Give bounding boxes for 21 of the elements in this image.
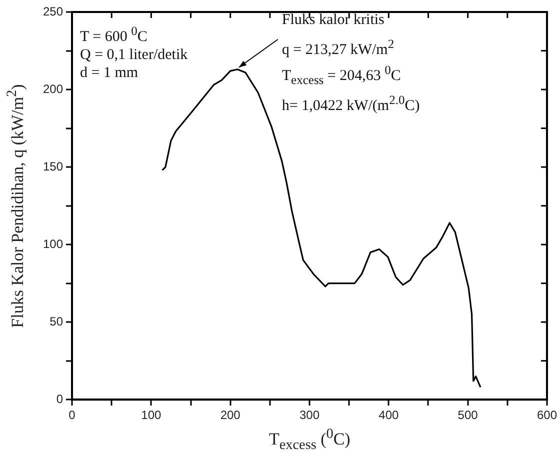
y-tick-label: 200 xyxy=(42,82,64,96)
annotation: Fluks kalor kritis xyxy=(282,11,384,30)
annotation: Q = 0,1 liter/detik xyxy=(80,46,188,64)
annotation: h= 1,0422 kW/(m$^{2.0}$C) xyxy=(282,92,420,116)
x-tick-label: 200 xyxy=(220,408,241,422)
x-tick-label: 400 xyxy=(378,408,399,422)
x-tick-label: 100 xyxy=(141,408,162,422)
annotation: d = 1 mm xyxy=(80,64,138,82)
annotation: T$_{excess}$ = 204,63 $^{0}$C xyxy=(282,62,401,90)
x-tick-label: 0 xyxy=(68,408,76,422)
y-tick-label: 150 xyxy=(42,159,64,174)
annotation: q = 213,27 kW/m$^{2}$ xyxy=(282,36,394,60)
y-tick-label: 0 xyxy=(56,392,64,406)
y-tick-label: 100 xyxy=(42,236,64,251)
annotation: T = 600 $^{0}$C xyxy=(80,23,148,46)
x-tick-label: 300 xyxy=(299,408,320,422)
x-axis-title: T$_{excess}$ ($^{0}$C) xyxy=(269,426,350,454)
x-tick-label: 500 xyxy=(458,408,478,422)
y-tick-label: 50 xyxy=(50,314,64,328)
x-tick-label: 600 xyxy=(536,408,558,422)
y-tick-label: 250 xyxy=(42,4,64,18)
